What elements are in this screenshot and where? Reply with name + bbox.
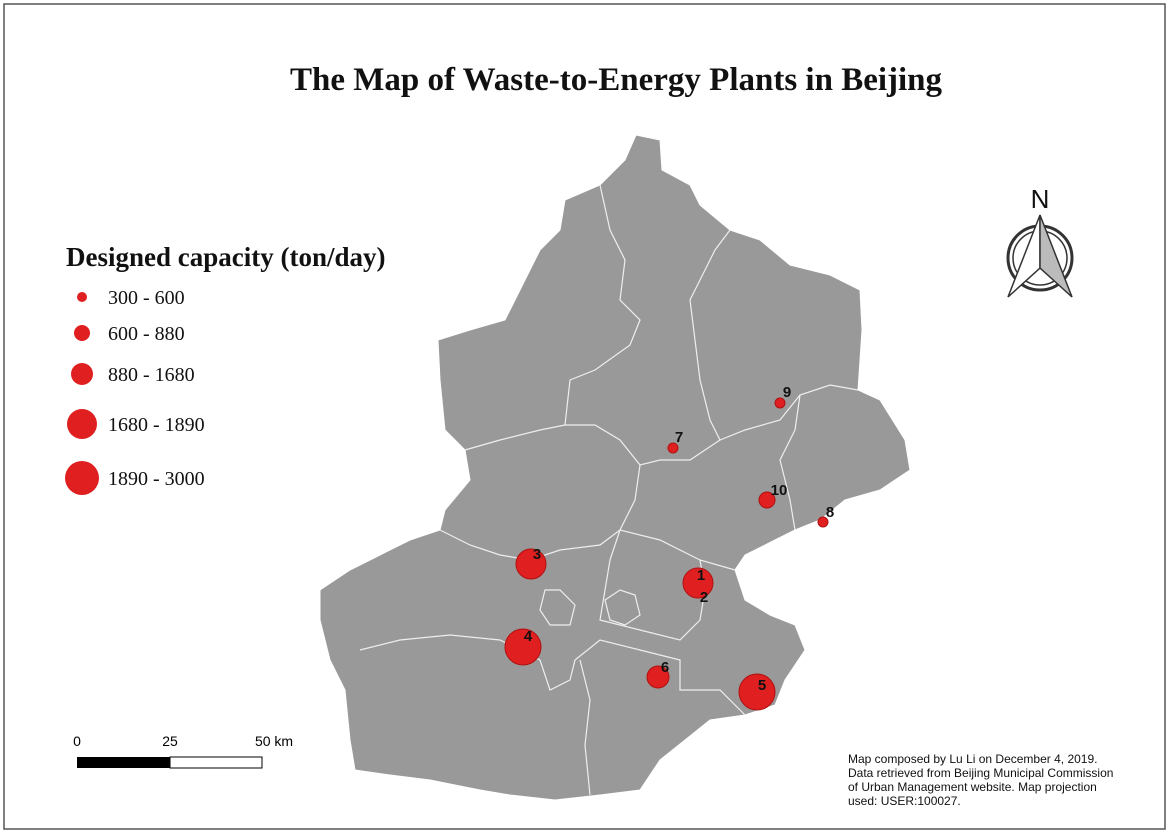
north-arrow: N bbox=[1006, 184, 1074, 298]
legend-label: 880 - 1680 bbox=[108, 364, 195, 386]
legend-label: 600 - 880 bbox=[108, 323, 185, 345]
legend-symbol bbox=[67, 409, 97, 439]
beijing-outline bbox=[319, 134, 911, 801]
plant-symbol bbox=[646, 665, 670, 689]
legend: Designed capacity (ton/day) 300 - 600 600… bbox=[65, 242, 386, 495]
note-line: used: USER:100027. bbox=[848, 794, 961, 808]
plant-symbol bbox=[758, 491, 776, 509]
note: Map composed by Lu Li on December 4, 201… bbox=[848, 752, 1113, 808]
plant-label: 1 bbox=[697, 567, 705, 584]
scale-segment bbox=[169, 756, 263, 769]
map-title: The Map of Waste-to-Energy Plants in Bei… bbox=[290, 62, 943, 98]
legend-label: 1680 - 1890 bbox=[108, 414, 205, 436]
note-line: of Urban Management website. Map project… bbox=[848, 780, 1097, 794]
note-line: Map composed by Lu Li on December 4, 201… bbox=[848, 752, 1097, 766]
legend-symbol bbox=[74, 325, 90, 341]
scale-segment bbox=[77, 757, 170, 768]
plant-label: 2 bbox=[700, 589, 708, 606]
legend-label: 1890 - 3000 bbox=[108, 468, 205, 490]
legend-symbol bbox=[65, 461, 99, 495]
scale-bar: 0 25 50 km bbox=[73, 733, 293, 769]
north-label: N bbox=[1031, 184, 1050, 214]
plant-symbol bbox=[774, 397, 786, 409]
plant-label: 10 bbox=[771, 482, 788, 499]
plant-label: 5 bbox=[758, 677, 766, 694]
scale-label: 25 bbox=[162, 733, 178, 749]
plant-label: 7 bbox=[675, 429, 683, 446]
scale-label: 0 bbox=[73, 733, 81, 749]
plant-label: 8 bbox=[826, 504, 834, 521]
plants: 1 2 3 4 5 6 7 8 9 10 bbox=[504, 384, 834, 711]
legend-title: Designed capacity (ton/day) bbox=[66, 242, 386, 272]
plant-symbol bbox=[504, 628, 542, 666]
arrow-right bbox=[1039, 214, 1073, 298]
plant-label: 6 bbox=[661, 659, 669, 676]
plant-symbol bbox=[515, 548, 547, 580]
plant-symbol bbox=[682, 567, 714, 599]
plant-label: 3 bbox=[533, 546, 541, 563]
legend-label: 300 - 600 bbox=[108, 287, 185, 309]
legend-symbol bbox=[77, 292, 87, 302]
plant-symbol bbox=[667, 442, 679, 454]
plant-label: 4 bbox=[524, 628, 533, 645]
plant-label: 9 bbox=[783, 384, 791, 401]
note-line: Data retrieved from Beijing Municipal Co… bbox=[848, 766, 1113, 780]
plant-symbol bbox=[817, 516, 829, 528]
scale-label: 50 km bbox=[255, 733, 293, 749]
legend-symbol bbox=[71, 363, 93, 385]
plant-symbol bbox=[738, 673, 776, 711]
